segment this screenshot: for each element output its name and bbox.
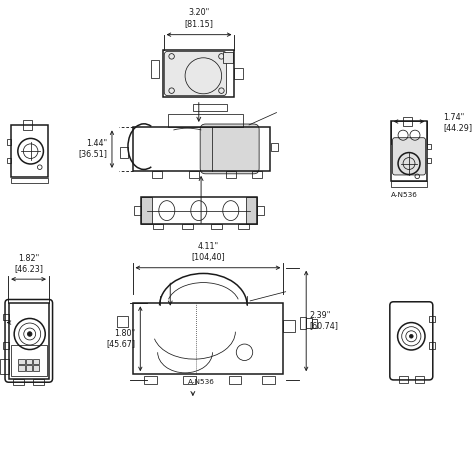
Bar bbox=[193, 104, 228, 111]
Bar bbox=[312, 319, 317, 328]
Bar bbox=[23, 120, 32, 130]
Bar bbox=[391, 182, 427, 187]
Bar bbox=[11, 345, 46, 376]
Bar bbox=[18, 359, 25, 365]
Bar bbox=[306, 318, 312, 328]
Bar bbox=[151, 60, 159, 78]
Circle shape bbox=[27, 332, 32, 336]
Text: 1.80"
[45.67]: 1.80" [45.67] bbox=[107, 329, 136, 348]
Bar bbox=[134, 206, 140, 215]
Bar bbox=[26, 365, 32, 371]
Bar bbox=[133, 127, 270, 171]
Text: A-N536: A-N536 bbox=[188, 379, 215, 385]
Bar bbox=[228, 376, 241, 383]
Bar bbox=[429, 316, 435, 322]
Bar bbox=[164, 49, 234, 98]
Bar bbox=[7, 157, 11, 163]
Bar bbox=[3, 342, 9, 348]
Text: 2.39"
[60.74]: 2.39" [60.74] bbox=[310, 311, 339, 330]
Bar bbox=[140, 197, 257, 224]
Bar bbox=[211, 224, 222, 229]
Bar bbox=[246, 197, 257, 224]
Bar bbox=[252, 171, 262, 178]
Bar bbox=[11, 178, 48, 183]
Circle shape bbox=[410, 335, 413, 338]
Text: 1.44"
[36.51]: 1.44" [36.51] bbox=[78, 139, 108, 159]
Text: 1.74"
[44.29]: 1.74" [44.29] bbox=[443, 113, 473, 132]
FancyBboxPatch shape bbox=[392, 138, 426, 175]
Bar bbox=[223, 52, 233, 63]
Bar bbox=[300, 317, 306, 329]
Bar bbox=[237, 224, 248, 229]
Bar bbox=[183, 376, 196, 383]
Bar bbox=[13, 379, 24, 385]
Bar bbox=[26, 359, 32, 365]
Bar bbox=[391, 121, 427, 181]
Bar bbox=[9, 303, 49, 379]
Bar bbox=[226, 171, 236, 178]
Bar bbox=[283, 319, 294, 332]
Bar bbox=[403, 117, 412, 126]
Bar bbox=[0, 359, 9, 374]
Bar bbox=[429, 342, 435, 348]
Bar bbox=[7, 139, 11, 145]
Bar bbox=[3, 314, 9, 320]
Bar bbox=[234, 68, 243, 79]
Bar bbox=[152, 171, 162, 178]
Bar bbox=[144, 376, 157, 383]
Bar bbox=[33, 379, 45, 385]
Bar bbox=[153, 224, 164, 229]
Bar bbox=[133, 303, 283, 374]
Bar bbox=[262, 376, 274, 383]
Bar bbox=[427, 144, 431, 149]
Bar bbox=[189, 171, 199, 178]
FancyBboxPatch shape bbox=[200, 124, 259, 174]
Bar bbox=[399, 376, 408, 383]
Bar bbox=[427, 157, 431, 163]
Bar bbox=[182, 224, 192, 229]
FancyBboxPatch shape bbox=[164, 51, 227, 96]
Text: 4.11"
[104,40]: 4.11" [104,40] bbox=[191, 242, 225, 262]
Bar bbox=[120, 147, 128, 158]
Bar bbox=[168, 114, 243, 127]
Text: A-N536: A-N536 bbox=[391, 191, 418, 198]
Bar bbox=[257, 206, 264, 215]
Bar bbox=[271, 143, 278, 151]
Bar bbox=[33, 365, 39, 371]
Text: 1.82"
[46.23]: 1.82" [46.23] bbox=[14, 254, 43, 273]
Bar bbox=[415, 376, 424, 383]
Bar bbox=[118, 316, 128, 327]
Bar bbox=[140, 197, 152, 224]
Bar bbox=[18, 365, 25, 371]
Bar bbox=[33, 359, 39, 365]
Bar bbox=[11, 125, 48, 177]
Text: 3.20"
[81.15]: 3.20" [81.15] bbox=[184, 9, 213, 28]
